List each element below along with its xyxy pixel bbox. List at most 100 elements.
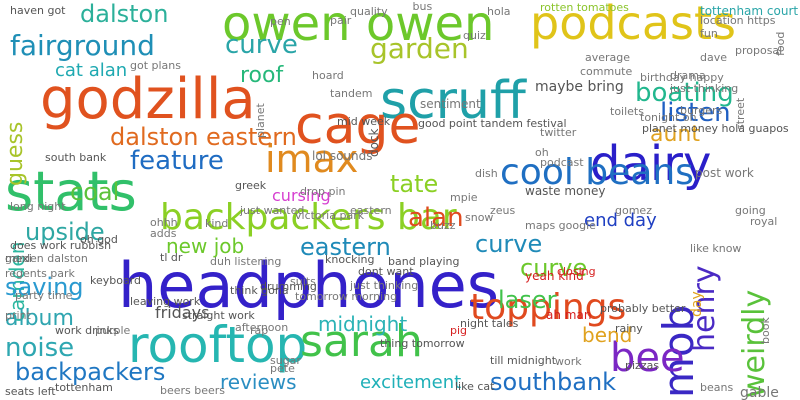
cloud-word: straight work xyxy=(182,310,255,321)
cloud-word: dont want xyxy=(358,266,414,277)
cloud-word: party time xyxy=(15,290,72,301)
cloud-word: eastern xyxy=(350,205,392,216)
cloud-word: lol sounds xyxy=(312,150,373,162)
cloud-word: gable xyxy=(740,386,779,400)
cloud-word: hoard xyxy=(312,70,344,81)
cloud-word: fairground xyxy=(10,32,155,60)
cloud-word: pair xyxy=(330,15,351,26)
cloud-word: beans xyxy=(700,382,733,393)
cloud-word: cat alan xyxy=(55,62,127,80)
cloud-word: midnight xyxy=(318,314,407,334)
cloud-word: average xyxy=(585,52,630,63)
cloud-word: duh listening xyxy=(210,256,281,267)
cloud-word: tonight oh xyxy=(640,112,697,123)
cloud-word: greek xyxy=(235,180,266,191)
cloud-word: probably better xyxy=(600,303,685,314)
cloud-word: toilets xyxy=(610,106,644,117)
cloud-word: night tales xyxy=(460,318,518,329)
cloud-word: knocking xyxy=(325,254,375,265)
cloud-word: hola xyxy=(487,6,511,17)
cloud-word: pen xyxy=(270,16,291,27)
cloud-word: food xyxy=(775,32,786,56)
cloud-word: drop pin xyxy=(300,186,345,197)
cloud-word: bus xyxy=(413,1,433,12)
cloud-word: mpie xyxy=(450,192,478,203)
cloud-word: dave xyxy=(700,52,727,63)
cloud-word: tandem xyxy=(330,88,373,99)
cloud-word: like know xyxy=(690,243,741,254)
cloud-word: got plans xyxy=(130,60,181,71)
cloud-word: leaving work xyxy=(130,296,200,307)
cloud-word: day xyxy=(690,291,704,317)
cloud-word: beers beers xyxy=(160,385,225,396)
cloud-word: ah man xyxy=(546,309,591,321)
cloud-word: drama xyxy=(670,70,706,81)
cloud-word: curve xyxy=(475,232,542,256)
cloud-word: roof xyxy=(240,65,283,87)
cloud-word: tate xyxy=(390,172,438,196)
cloud-word: twitter xyxy=(540,127,576,138)
cloud-word: location https xyxy=(700,15,775,26)
cloud-word: reviews xyxy=(220,372,297,392)
cloud-word: kind xyxy=(205,218,228,229)
cloud-word: sentiment xyxy=(420,98,481,110)
cloud-word: post work xyxy=(695,167,754,179)
cloud-word: haven got xyxy=(10,5,65,16)
cloud-word: dock xyxy=(368,128,380,157)
cloud-word: tomorrow morning xyxy=(295,291,397,302)
cloud-word: waste money xyxy=(525,185,605,197)
cloud-word: think gona xyxy=(230,285,289,296)
cloud-word: excitement xyxy=(360,374,461,392)
cloud-word: seats left xyxy=(5,386,56,397)
cloud-word: dalston xyxy=(80,2,168,26)
cloud-word: suits xyxy=(290,276,316,287)
cloud-word: gomez xyxy=(615,205,652,216)
cloud-word: commute xyxy=(580,66,632,77)
cloud-word: quality xyxy=(350,6,388,17)
cloud-word: planet xyxy=(255,103,266,138)
cloud-word: southbank xyxy=(490,370,616,394)
cloud-word: book xyxy=(760,318,771,345)
cloud-word: tl dr xyxy=(160,252,182,263)
cloud-word: coal xyxy=(70,180,119,204)
cloud-word: sugar xyxy=(270,355,301,366)
cloud-word: thing tomorrow xyxy=(380,338,465,349)
cloud-word: till midnight xyxy=(490,355,556,366)
cloud-word: maps google xyxy=(525,220,596,231)
cloud-word: just thinking xyxy=(350,280,418,291)
cloud-word: rotten tomatoes xyxy=(540,2,629,13)
cloud-word: pizzas xyxy=(625,360,659,371)
cloud-word: rap xyxy=(250,325,268,336)
cloud-word: guess xyxy=(5,122,27,186)
cloud-word: oh god xyxy=(80,234,118,245)
cloud-word: long night xyxy=(10,201,66,212)
cloud-word: mid week xyxy=(337,116,390,127)
cloud-word: rainy xyxy=(615,323,643,334)
cloud-word: closing xyxy=(557,266,596,277)
cloud-word: oh xyxy=(535,147,549,158)
cloud-word: just thinking xyxy=(670,83,738,94)
cloud-word: fun xyxy=(700,28,718,39)
cloud-word: print xyxy=(5,310,31,321)
cloud-word: garden xyxy=(370,35,469,63)
cloud-word: purple xyxy=(95,325,130,336)
cloud-word: work xyxy=(555,356,582,367)
cloud-word: buzz xyxy=(430,220,456,231)
cloud-word: dish xyxy=(475,168,498,179)
cloud-word: like cat xyxy=(455,381,494,392)
cloud-word: royal xyxy=(750,216,777,227)
cloud-word: feature xyxy=(130,148,224,174)
cloud-word: regents park xyxy=(5,268,75,279)
cloud-word: maybe bring xyxy=(535,80,624,94)
cloud-word: quiz xyxy=(463,30,486,41)
cloud-word: garden dalston xyxy=(5,253,88,264)
cloud-word: planet money hola guapos xyxy=(642,123,789,134)
cloud-word: adds xyxy=(150,228,176,239)
cloud-word: street xyxy=(735,97,746,129)
cloud-word: zeus xyxy=(490,205,515,216)
cloud-word: just wanted xyxy=(240,205,304,216)
cloud-word: south bank xyxy=(45,152,106,163)
cloud-word: tottenham xyxy=(55,382,113,393)
cloud-word: curve xyxy=(225,32,298,58)
